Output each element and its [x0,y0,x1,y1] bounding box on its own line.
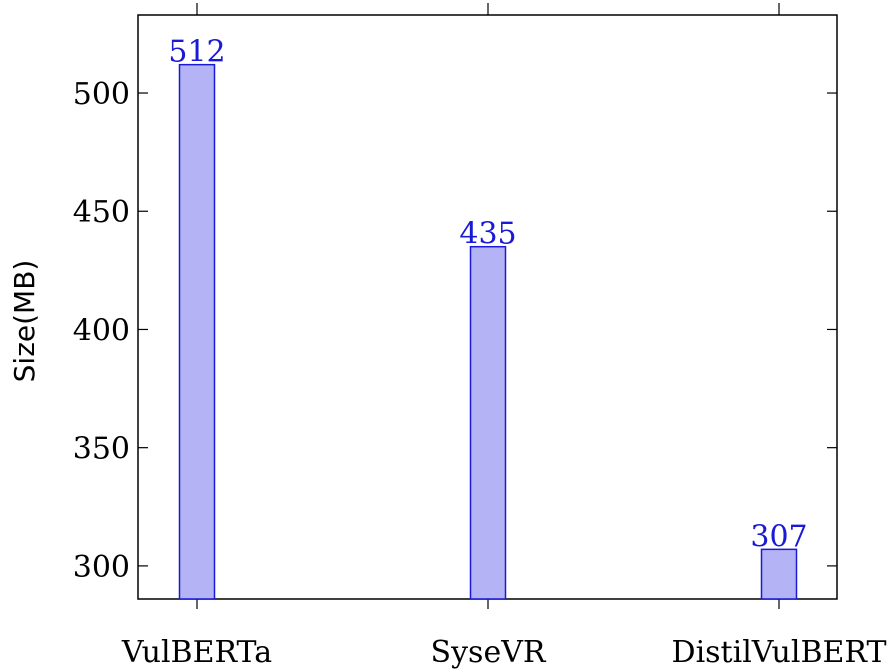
y-tick-label: 450 [73,195,130,230]
bar-distilvulbert [760,548,798,600]
x-tick-label: SyseVR [431,635,547,670]
y-tick-label: 300 [73,550,130,585]
bar-sysevr [469,245,507,600]
data-label: 307 [750,519,807,554]
y-axis-title: Size(MB) [8,260,41,383]
bars [178,63,798,600]
y-tick-label: 500 [73,77,130,112]
data-labels: 512 435 307 [168,35,807,555]
y-tick-labels: 300 350 400 450 500 [73,77,130,585]
x-tick-label: DistilVulBERT [672,635,887,670]
data-label: 435 [459,217,516,252]
bar-vulberta [178,63,216,600]
data-label: 512 [168,35,225,70]
y-tick-label: 400 [73,313,130,348]
x-tick-label: VulBERTa [121,635,272,670]
axis-ticks [138,3,837,609]
x-tick-labels: VulBERTa SyseVR DistilVulBERT [121,635,887,670]
y-tick-label: 350 [73,432,130,467]
